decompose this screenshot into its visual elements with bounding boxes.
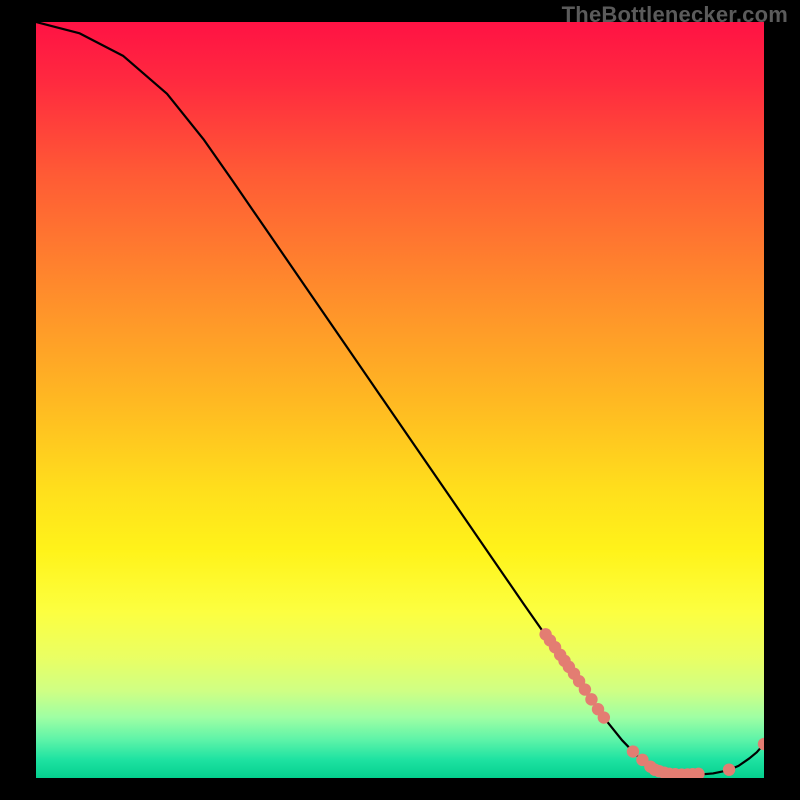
data-marker bbox=[627, 745, 639, 757]
data-marker bbox=[723, 763, 735, 775]
watermark-text: TheBottlenecker.com bbox=[562, 2, 788, 28]
data-marker bbox=[598, 711, 610, 723]
plot-gradient-bg bbox=[36, 22, 764, 778]
chart-stage: TheBottlenecker.com bbox=[0, 0, 800, 800]
chart-svg bbox=[0, 0, 800, 800]
